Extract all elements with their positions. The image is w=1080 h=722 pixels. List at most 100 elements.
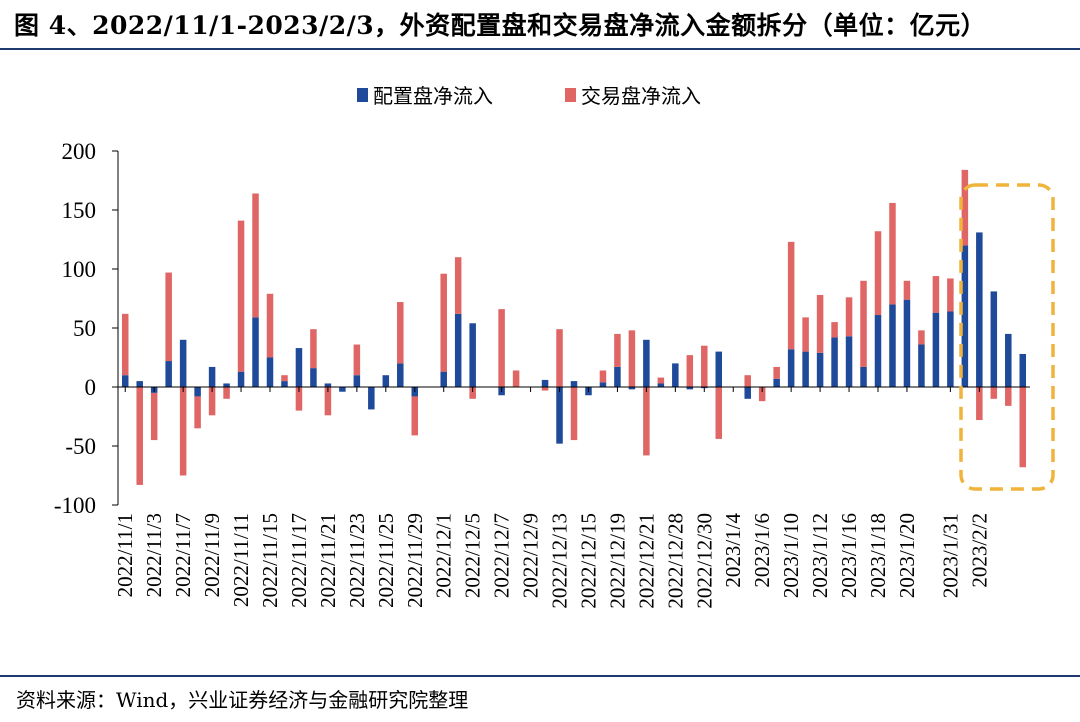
bar-allocation <box>744 387 751 399</box>
bar-allocation <box>628 387 636 390</box>
x-tick-label: 2023/1/12 <box>808 513 832 598</box>
x-tick-label: 2023/1/31 <box>938 513 962 598</box>
bar-trading <box>845 297 853 337</box>
bar-allocation <box>918 344 925 387</box>
x-tick-label: 2022/12/19 <box>605 513 629 609</box>
bar-trading <box>498 309 505 387</box>
bar-allocation <box>787 349 795 387</box>
legend-swatch-trading <box>565 88 576 102</box>
bar-trading <box>758 387 766 402</box>
x-tick-label: 2022/11/17 <box>287 513 311 608</box>
bar-allocation <box>223 383 230 387</box>
y-tick-label: 200 <box>62 139 97 164</box>
x-tick-label: 2023/1/16 <box>837 513 861 598</box>
bar-allocation <box>903 299 911 387</box>
bar-allocation <box>208 366 216 387</box>
x-tick-label: 2022/12/1 <box>432 513 456 598</box>
bar-allocation <box>469 323 476 387</box>
bar-allocation <box>614 366 621 387</box>
bar-trading <box>411 396 419 436</box>
bar-trading <box>541 387 549 391</box>
bar-trading <box>961 169 969 246</box>
bar-trading <box>512 370 520 387</box>
bar-allocation <box>715 351 723 387</box>
bar-allocation <box>454 313 462 387</box>
bar-allocation <box>556 387 563 444</box>
chart-title: 图 4、2022/11/1-2023/2/3，外资配置盘和交易盘净流入金额拆分（… <box>14 11 987 40</box>
x-tick-label: 2022/12/13 <box>548 513 572 609</box>
legend-swatch-allocation <box>357 88 368 102</box>
legend-label-trading: 交易盘净流入 <box>581 84 701 108</box>
x-tick-label: 2022/11/25 <box>374 513 398 608</box>
bar-allocation <box>672 363 679 387</box>
bar-trading <box>701 345 708 387</box>
bar-trading <box>599 370 607 383</box>
bar-trading <box>657 377 665 384</box>
bar-trading <box>614 333 621 367</box>
y-tick-label: 150 <box>62 198 97 223</box>
x-tick-label: 2022/11/21 <box>316 513 340 608</box>
y-axis-ticks: 200 150 100 50 0 -50 -100 <box>54 139 118 518</box>
bar-trading <box>237 220 245 372</box>
bar-trading <box>324 387 332 416</box>
bar-allocation <box>165 361 172 387</box>
bar-allocation <box>295 348 303 387</box>
bar-trading <box>990 387 998 399</box>
x-tick-label: 2022/11/11 <box>229 513 253 607</box>
bar-trading <box>223 387 230 399</box>
bar-trading <box>556 329 563 387</box>
bar-trading <box>976 387 983 421</box>
highlight-box <box>959 183 1055 491</box>
bar-trading <box>1019 387 1027 468</box>
bar-trading <box>454 257 462 314</box>
bar-allocation <box>802 351 809 387</box>
bar-trading <box>136 387 143 485</box>
x-tick-label: 2022/12/7 <box>490 513 514 598</box>
bar-allocation <box>368 387 375 410</box>
bar-trading <box>179 387 187 476</box>
bar-trading <box>903 280 911 300</box>
x-tick-label: 2023/1/18 <box>866 513 890 598</box>
bar-allocation <box>194 387 201 397</box>
bar-allocation <box>1005 333 1012 387</box>
y-tick-label: 50 <box>73 316 96 341</box>
bar-allocation <box>266 357 274 387</box>
bar-allocation <box>121 375 129 387</box>
x-tick-label: 2022/12/15 <box>576 513 600 609</box>
bar-allocation <box>281 381 288 387</box>
bar-allocation <box>570 381 578 387</box>
x-tick-label: 2022/11/3 <box>142 513 166 597</box>
bar-trading <box>628 330 636 387</box>
bars <box>121 169 1027 485</box>
bar-allocation <box>686 387 694 390</box>
x-tick-label: 2022/12/30 <box>692 513 716 609</box>
x-tick-label: 2023/1/6 <box>750 513 774 588</box>
y-tick-label: 0 <box>85 375 97 400</box>
stacked-bar-chart: 配置盘净流入 交易盘净流入 200 150 100 50 0 -50 -100 2022/1… <box>54 84 1055 609</box>
bar-allocation <box>889 304 896 387</box>
bar-allocation <box>657 383 665 387</box>
bar-allocation <box>310 368 317 387</box>
bar-trading <box>295 387 303 411</box>
bar-trading <box>918 330 925 345</box>
bar-allocation <box>860 366 867 387</box>
bar-allocation <box>932 312 940 387</box>
bar-allocation <box>252 317 259 387</box>
bar-trading <box>860 280 867 367</box>
bar-trading <box>831 322 838 338</box>
bar-trading <box>874 231 882 316</box>
bar-allocation <box>324 383 332 387</box>
x-axis-ticks: 2022/11/1 2022/11/3 2022/11/7 2022/11/9 2022… <box>113 387 991 609</box>
x-tick-label: 2022/12/21 <box>634 513 658 609</box>
bar-trading <box>165 272 172 362</box>
legend-label-allocation: 配置盘净流入 <box>373 84 493 108</box>
x-tick-label: 2023/1/20 <box>895 513 919 598</box>
bar-trading <box>266 293 274 358</box>
bar-trading <box>121 313 129 376</box>
bar-trading <box>787 241 795 350</box>
bar-trading <box>194 396 201 429</box>
bar-trading <box>715 387 723 439</box>
bar-trading <box>252 193 259 318</box>
bar-allocation <box>237 371 245 387</box>
bar-allocation <box>961 245 969 387</box>
